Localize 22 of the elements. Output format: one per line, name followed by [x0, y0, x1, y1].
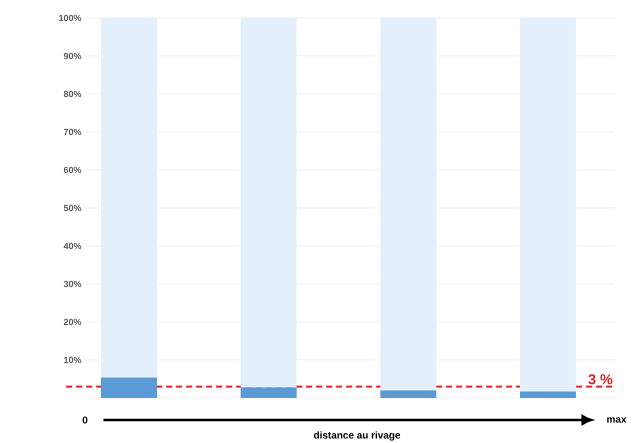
bar — [240, 18, 297, 388]
y-tick-label: 90% — [64, 52, 82, 60]
y-tick-label: 20% — [64, 318, 82, 326]
bar — [101, 18, 157, 378]
bar — [380, 390, 436, 398]
y-tick-label: 100% — [59, 14, 82, 22]
bar — [520, 18, 576, 392]
y-tick-label: 30% — [64, 280, 82, 288]
y-tick-label: 40% — [64, 242, 82, 250]
bar — [240, 387, 297, 398]
y-tick-label: 50% — [64, 204, 82, 212]
text: 0 — [82, 416, 88, 424]
text: distance au rivage — [314, 431, 400, 441]
y-tick-label: 10% — [64, 356, 82, 364]
bar — [520, 392, 576, 398]
ref-line-label: 3 % — [588, 374, 612, 384]
y-tick-label: 80% — [64, 90, 82, 98]
bar — [101, 377, 157, 398]
bar — [380, 18, 436, 390]
text: max — [607, 417, 626, 423]
y-tick-label: 60% — [64, 166, 82, 174]
y-tick-label: 70% — [64, 128, 82, 136]
